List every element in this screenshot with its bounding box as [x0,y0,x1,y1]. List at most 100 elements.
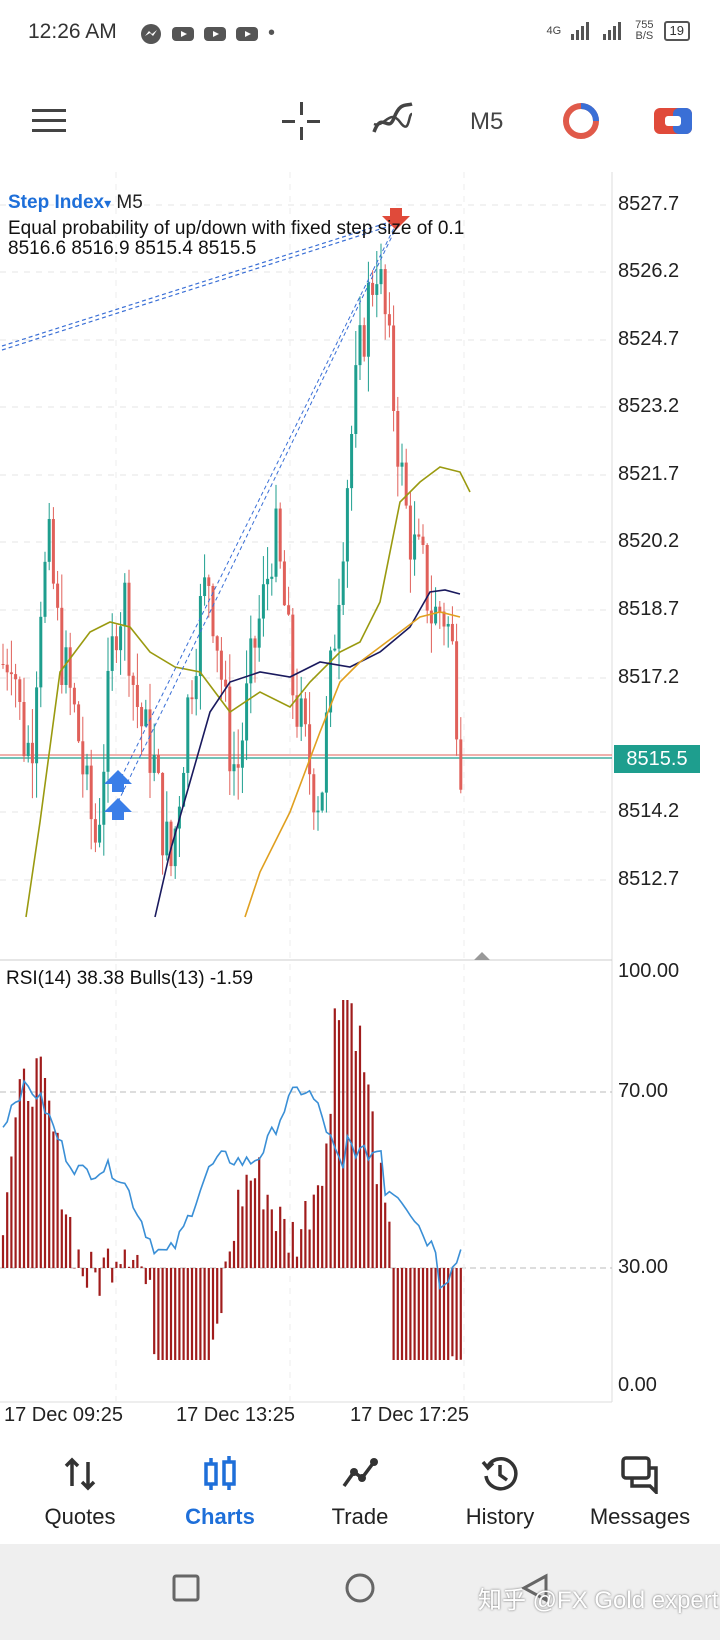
candle-body [337,604,341,649]
candle-body [245,683,249,741]
candle-body [312,774,316,813]
candle-body [291,614,295,696]
candle-body [417,534,421,537]
watermark-text: 知乎 @FX Gold expert [478,1587,719,1614]
candle-body [89,765,93,820]
buy-arrow-icon [104,770,132,792]
indicators-icon[interactable] [372,100,414,140]
youtube-icon [204,26,226,41]
nav-messages[interactable]: Messages [568,1432,712,1544]
network-type: 4G [546,25,562,37]
symbol-name[interactable]: Step Index [8,192,105,213]
candle-body [119,626,123,651]
candle-body [224,679,228,687]
back-icon[interactable] [520,1572,550,1604]
candle-body [261,584,265,619]
trend-line [1,223,397,351]
symbol-dropdown-glyph[interactable]: ▾ [104,195,112,211]
candle-body [135,684,139,707]
price-tick-label: 8527.7 [618,193,680,215]
candle-body [308,724,312,775]
candle-body [429,610,433,624]
candle-body [169,821,173,867]
youtube-icon [236,26,258,41]
messages-icon [621,1456,658,1494]
charts-icon [204,1456,236,1490]
signal-icon [571,22,590,40]
crosshair-icon[interactable] [282,102,320,140]
price-tick-label: 8521.7 [618,463,680,485]
candle-body [5,664,9,673]
bottom-navigation: Quotes Charts Trade History Messages [0,1432,720,1544]
candle-body [387,314,391,326]
indicator-tick-label: 0.00 [618,1374,657,1396]
nav-quotes[interactable]: Quotes [8,1432,152,1544]
chart-canvas[interactable] [0,172,720,1422]
nav-charts[interactable]: Charts [148,1432,292,1544]
candle-body [198,596,202,677]
candle-body [1,664,5,665]
recents-icon[interactable] [172,1574,200,1602]
symbol-description: Equal probability of up/down with fixed … [8,218,465,239]
status-right: 4G 755 B/S 19 [546,20,690,42]
candle-body [434,606,438,624]
trade-toggle-icon[interactable] [654,106,692,136]
battery-indicator: 19 [663,21,690,41]
candle-body [274,508,278,577]
ma-orange-line [244,611,461,918]
nav-quotes-label: Quotes [44,1504,116,1529]
candle-body [98,824,102,843]
candle-body [354,365,358,434]
candle-body [278,508,282,562]
candle-body [77,704,81,742]
candle-body [371,282,375,295]
price-tick-label: 8524.7 [618,328,680,350]
candle-body [93,819,97,843]
timeframe-button[interactable]: M5 [470,108,504,135]
candle-body [295,695,299,727]
candle-body [131,675,135,685]
price-tick-label: 8517.2 [618,666,680,688]
menu-icon[interactable] [32,108,66,134]
nav-history[interactable]: History [428,1432,572,1544]
candle-body [123,582,127,627]
quotes-icon [64,1457,96,1491]
ma-olive-line [25,466,471,918]
ma-dark-line [154,589,461,918]
youtube-icon [172,26,194,41]
candle-body [362,325,366,357]
candle-body [366,282,370,357]
home-icon[interactable] [344,1572,376,1604]
candle-body [194,676,198,700]
candle-body [421,536,425,546]
candle-body [383,269,387,315]
candle-body [379,269,383,285]
candle-body [425,545,429,611]
candle-body [18,679,22,702]
objects-icon[interactable] [562,102,600,140]
chart-symbol-header[interactable]: Step Index▾ M5 [8,192,143,214]
system-navigation-bar [0,1544,720,1640]
candle-body [43,561,47,617]
candle-body [114,636,118,651]
candle-body [152,754,156,773]
candle-body [350,433,354,489]
price-tick-label: 8520.2 [618,530,680,552]
candle-body [39,616,43,688]
nav-trade[interactable]: Trade [288,1432,432,1544]
trend-line [117,227,397,803]
price-tick-label: 8526.2 [618,260,680,282]
history-icon [481,1457,518,1491]
candle-body [345,488,349,562]
candle-body [404,462,408,506]
nav-trade-label: Trade [331,1504,389,1529]
candle-body [446,623,450,627]
candle-body [127,582,131,676]
candle-body [85,765,89,775]
candle-body [408,505,412,560]
chart-toolbar: M5 [0,86,720,156]
signal-icon [603,22,622,40]
candle-body [22,701,26,757]
candle-body [287,605,291,615]
candle-body [455,641,459,740]
